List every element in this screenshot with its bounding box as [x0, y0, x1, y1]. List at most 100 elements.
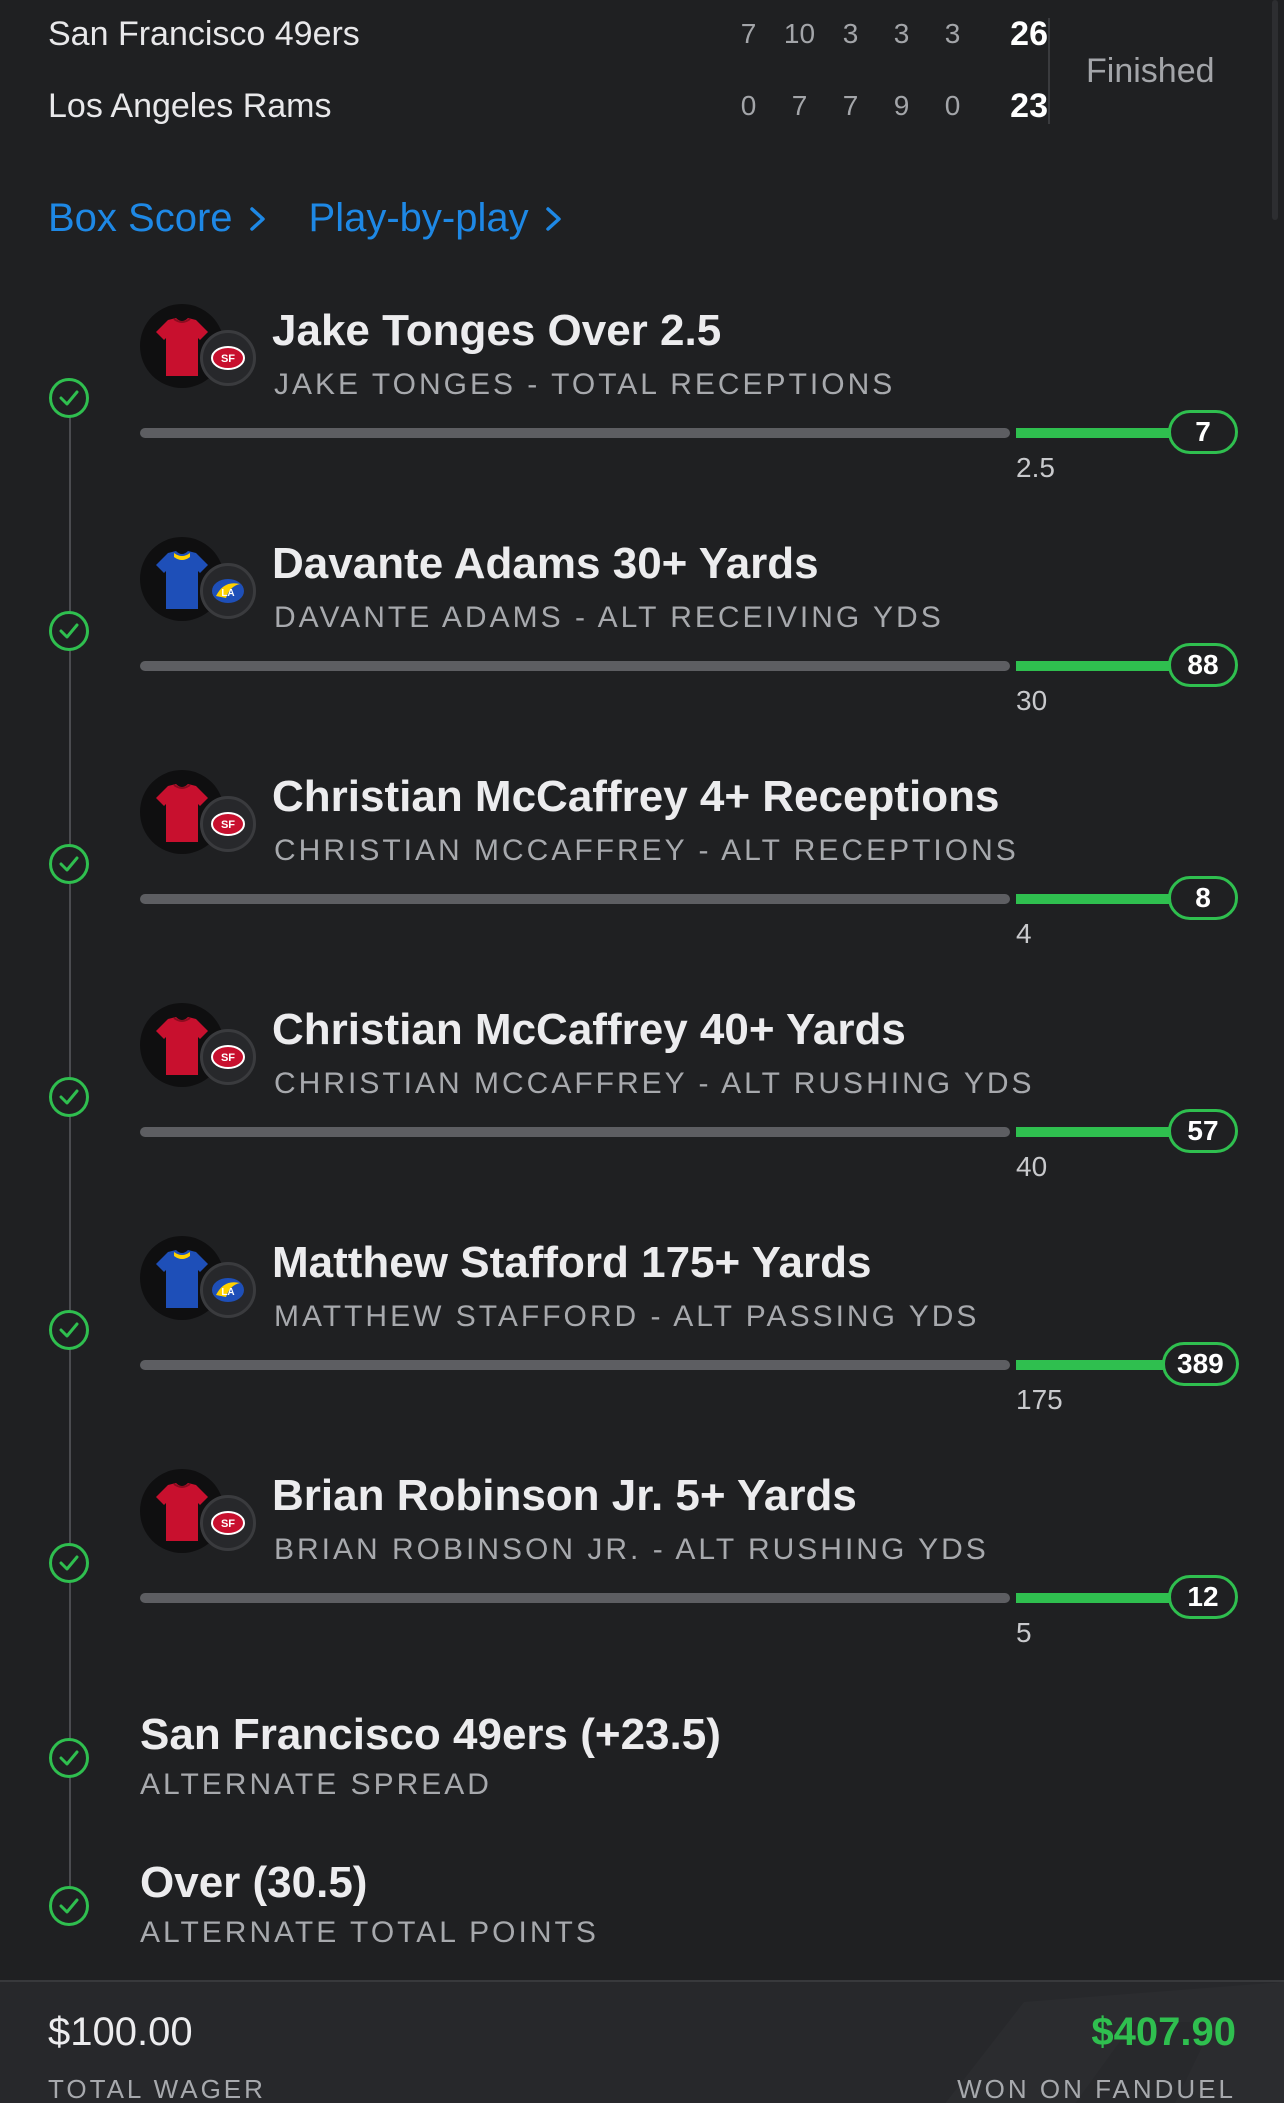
- quarter-score: 7: [791, 90, 808, 121]
- won-label: WON ON FANDUEL: [957, 2074, 1236, 2103]
- progress-track: [140, 1127, 1010, 1137]
- player-avatar: SF: [140, 1003, 260, 1093]
- jersey-icon: [156, 1483, 208, 1541]
- svg-text:SF: SF: [221, 1518, 235, 1530]
- box-score-label: Box Score: [48, 196, 233, 240]
- svg-text:SF: SF: [221, 1052, 235, 1064]
- quarter-score: 0: [740, 90, 757, 121]
- leg-title: Christian McCaffrey 4+ Receptions: [272, 772, 1000, 821]
- won-amount: $407.90: [1091, 2010, 1236, 2054]
- play-by-play-link[interactable]: Play-by-play: [309, 196, 565, 241]
- team-logo-icon: SF: [200, 1495, 256, 1551]
- chevron-right-icon: [545, 206, 561, 231]
- player-avatar: SF: [140, 770, 260, 860]
- result-value-badge: 389: [1162, 1342, 1239, 1386]
- leg-title: Brian Robinson Jr. 5+ Yards: [272, 1471, 857, 1520]
- player-avatar: SF: [140, 1469, 260, 1559]
- quarter-score: 3: [893, 18, 910, 49]
- check-circle-icon: [49, 1738, 89, 1778]
- leg-title: Davante Adams 30+ Yards: [272, 539, 819, 588]
- progress-exceeded: [1016, 1127, 1176, 1137]
- game-links: Box Score Play-by-play: [48, 196, 565, 241]
- check-circle-icon: [49, 1310, 89, 1350]
- player-avatar: LA: [140, 1236, 260, 1326]
- leg-title: Matthew Stafford 175+ Yards: [272, 1238, 872, 1287]
- threshold-label: 5: [1016, 1617, 1032, 1648]
- svg-text:LA: LA: [221, 588, 234, 599]
- progress-exceeded: [1016, 428, 1176, 438]
- progress-exceeded: [1016, 1360, 1176, 1370]
- threshold-label: 175: [1016, 1384, 1063, 1415]
- threshold-label: 40: [1016, 1151, 1048, 1182]
- total-score: 23: [1010, 86, 1048, 125]
- check-circle-icon: [49, 1886, 89, 1926]
- simple-leg[interactable]: Over (30.5) ALTERNATE TOTAL POINTS: [140, 1858, 599, 1950]
- leg-title: San Francisco 49ers (+23.5): [140, 1710, 721, 1759]
- quarter-score: 3: [944, 18, 961, 49]
- svg-text:LA: LA: [221, 1287, 234, 1298]
- team-name: Los Angeles Rams: [48, 86, 332, 125]
- total-wager-label: TOTAL WAGER: [48, 2074, 266, 2103]
- divider: [1048, 18, 1050, 124]
- chevron-right-icon: [249, 206, 265, 231]
- check-circle-icon: [49, 378, 89, 418]
- quarter-score: 0: [944, 90, 961, 121]
- jersey-icon: [156, 784, 208, 842]
- svg-text:SF: SF: [221, 353, 235, 365]
- leg-subtitle: CHRISTIAN MCCAFFREY - ALT RUSHING YDS: [274, 1067, 1035, 1100]
- check-circle-icon: [49, 1077, 89, 1117]
- svg-text:SF: SF: [221, 819, 235, 831]
- jersey-icon: [156, 318, 208, 376]
- team-logo-icon: SF: [200, 796, 256, 852]
- team-name: San Francisco 49ers: [48, 14, 360, 53]
- leg-subtitle: DAVANTE ADAMS - ALT RECEIVING YDS: [274, 601, 944, 634]
- leg-subtitle: JAKE TONGES - TOTAL RECEPTIONS: [274, 368, 896, 401]
- progress-track: [140, 1593, 1010, 1603]
- leg-title: Jake Tonges Over 2.5: [272, 306, 722, 355]
- leg-title: Over (30.5): [140, 1858, 368, 1907]
- check-circle-icon: [49, 611, 89, 651]
- simple-leg[interactable]: San Francisco 49ers (+23.5) ALTERNATE SP…: [140, 1710, 721, 1802]
- quarter-score: 7: [842, 90, 859, 121]
- result-value-badge: 57: [1168, 1109, 1238, 1153]
- result-value-badge: 88: [1168, 643, 1238, 687]
- jersey-icon: [156, 551, 208, 609]
- score-row-away: Los Angeles Rams 0 7 7 9 0 23: [48, 76, 1048, 136]
- total-wager-amount: $100.00: [48, 2010, 193, 2054]
- team-logo-icon: SF: [200, 330, 256, 386]
- threshold-label: 2.5: [1016, 452, 1055, 483]
- progress-track: [140, 1360, 1010, 1370]
- leg-subtitle: MATTHEW STAFFORD - ALT PASSING YDS: [274, 1300, 980, 1333]
- fanduel-watermark: [884, 1982, 1284, 2103]
- player-avatar: SF: [140, 304, 260, 394]
- check-circle-icon: [49, 1543, 89, 1583]
- leg-subtitle: BRIAN ROBINSON JR. - ALT RUSHING YDS: [274, 1533, 989, 1566]
- result-value-badge: 7: [1168, 410, 1238, 454]
- result-value-badge: 12: [1168, 1575, 1238, 1619]
- progress-track: [140, 428, 1010, 438]
- team-logo-icon: SF: [200, 1029, 256, 1085]
- threshold-label: 4: [1016, 918, 1032, 949]
- progress-track: [140, 661, 1010, 671]
- team-logo-icon: LA: [200, 563, 256, 619]
- jersey-icon: [156, 1250, 208, 1308]
- scrollbar[interactable]: [1272, 0, 1278, 220]
- result-value-badge: 8: [1168, 876, 1238, 920]
- bet-footer: $100.00 TOTAL WAGER $407.90 WON ON FANDU…: [0, 1980, 1284, 2103]
- quarter-score: 9: [893, 90, 910, 121]
- progress-exceeded: [1016, 1593, 1176, 1603]
- score-row-home: San Francisco 49ers 7 10 3 3 3 26: [48, 4, 1048, 64]
- threshold-label: 30: [1016, 685, 1048, 716]
- quarter-score: 10: [783, 18, 816, 49]
- progress-exceeded: [1016, 661, 1176, 671]
- team-logo-icon: LA: [200, 1262, 256, 1318]
- quarter-score: 7: [740, 18, 757, 49]
- play-by-play-label: Play-by-play: [308, 196, 529, 240]
- box-score-link[interactable]: Box Score: [48, 196, 269, 241]
- leg-subtitle: ALTERNATE SPREAD: [140, 1768, 492, 1801]
- quarter-score: 3: [842, 18, 859, 49]
- leg-title: Christian McCaffrey 40+ Yards: [272, 1005, 906, 1054]
- leg-subtitle: CHRISTIAN MCCAFFREY - ALT RECEPTIONS: [274, 834, 1019, 867]
- player-avatar: LA: [140, 537, 260, 627]
